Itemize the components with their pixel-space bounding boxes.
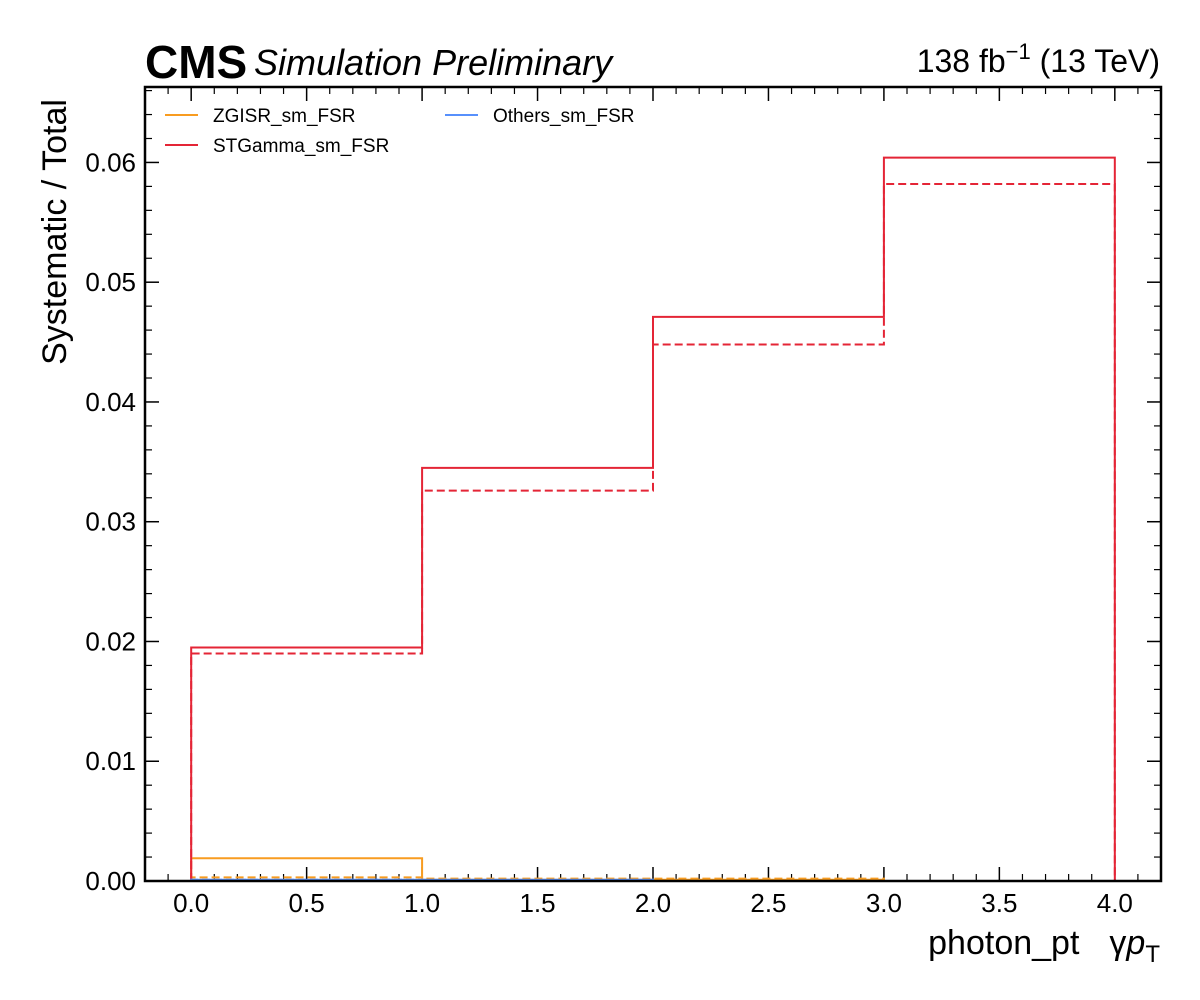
x-tick-label: 1.5 <box>519 888 555 918</box>
legend-label-others-sm-fsr: Others_sm_FSR <box>493 106 634 127</box>
x-tick-label: 1.0 <box>404 888 440 918</box>
plot-frame <box>143 85 1163 883</box>
x-tick-label: 0.0 <box>173 888 209 918</box>
lumi-value: 138 fb <box>917 43 1006 79</box>
x-tick-label: 2.0 <box>635 888 671 918</box>
series-stgamma-sm-fsr-up <box>190 156 1116 881</box>
status-label: Simulation Preliminary <box>254 42 614 83</box>
x-axis-label-gamma: γ <box>1109 924 1126 962</box>
y-tick-label: 0.06 <box>85 147 136 177</box>
x-tick-label: 0.5 <box>289 888 325 918</box>
y-tick-label: 0.05 <box>85 267 136 297</box>
tick-labels: 0.0 0.5 1.0 1.5 2.0 2.5 3.0 3.5 4.0 0.00 0.01 0.02 0… <box>85 147 1133 918</box>
lumi-label: 138 fb−1 (13 TeV) <box>917 39 1160 79</box>
legend-label-zgisr-sm-fsr: ZGISR_sm_FSR <box>213 106 356 127</box>
x-axis-label-sub: T <box>1145 941 1160 968</box>
y-tick-label: 0.03 <box>85 507 136 537</box>
y-tick-label: 0.00 <box>85 866 136 896</box>
y-axis-label: Systematic / Total <box>36 99 74 365</box>
cms-label: CMS <box>145 36 247 88</box>
x-tick-label: 3.0 <box>866 888 902 918</box>
x-axis-label-text: photon_pt <box>928 924 1080 962</box>
y-tick-label: 0.02 <box>85 626 136 656</box>
x-tick-label: 2.5 <box>750 888 786 918</box>
x-tick-label: 4.0 <box>1097 888 1133 918</box>
x-axis-label: photon_pt γpT <box>928 924 1160 968</box>
lumi-energy: (13 TeV) <box>1031 43 1160 79</box>
x-tick-label: 3.5 <box>981 888 1017 918</box>
x-axis-label-p: p <box>1125 924 1145 962</box>
series-stgamma-sm-fsr-down <box>190 183 1116 881</box>
legend-label-stgamma-sm-fsr: STGamma_sm_FSR <box>213 136 389 157</box>
lumi-exponent: −1 <box>1006 39 1031 64</box>
series-layer <box>190 156 1116 882</box>
legend: ZGISR_sm_FSR STGamma_sm_FSR Others_sm_FSR <box>165 106 634 157</box>
y-tick-label: 0.04 <box>85 387 136 417</box>
y-tick-label: 0.01 <box>85 746 136 776</box>
